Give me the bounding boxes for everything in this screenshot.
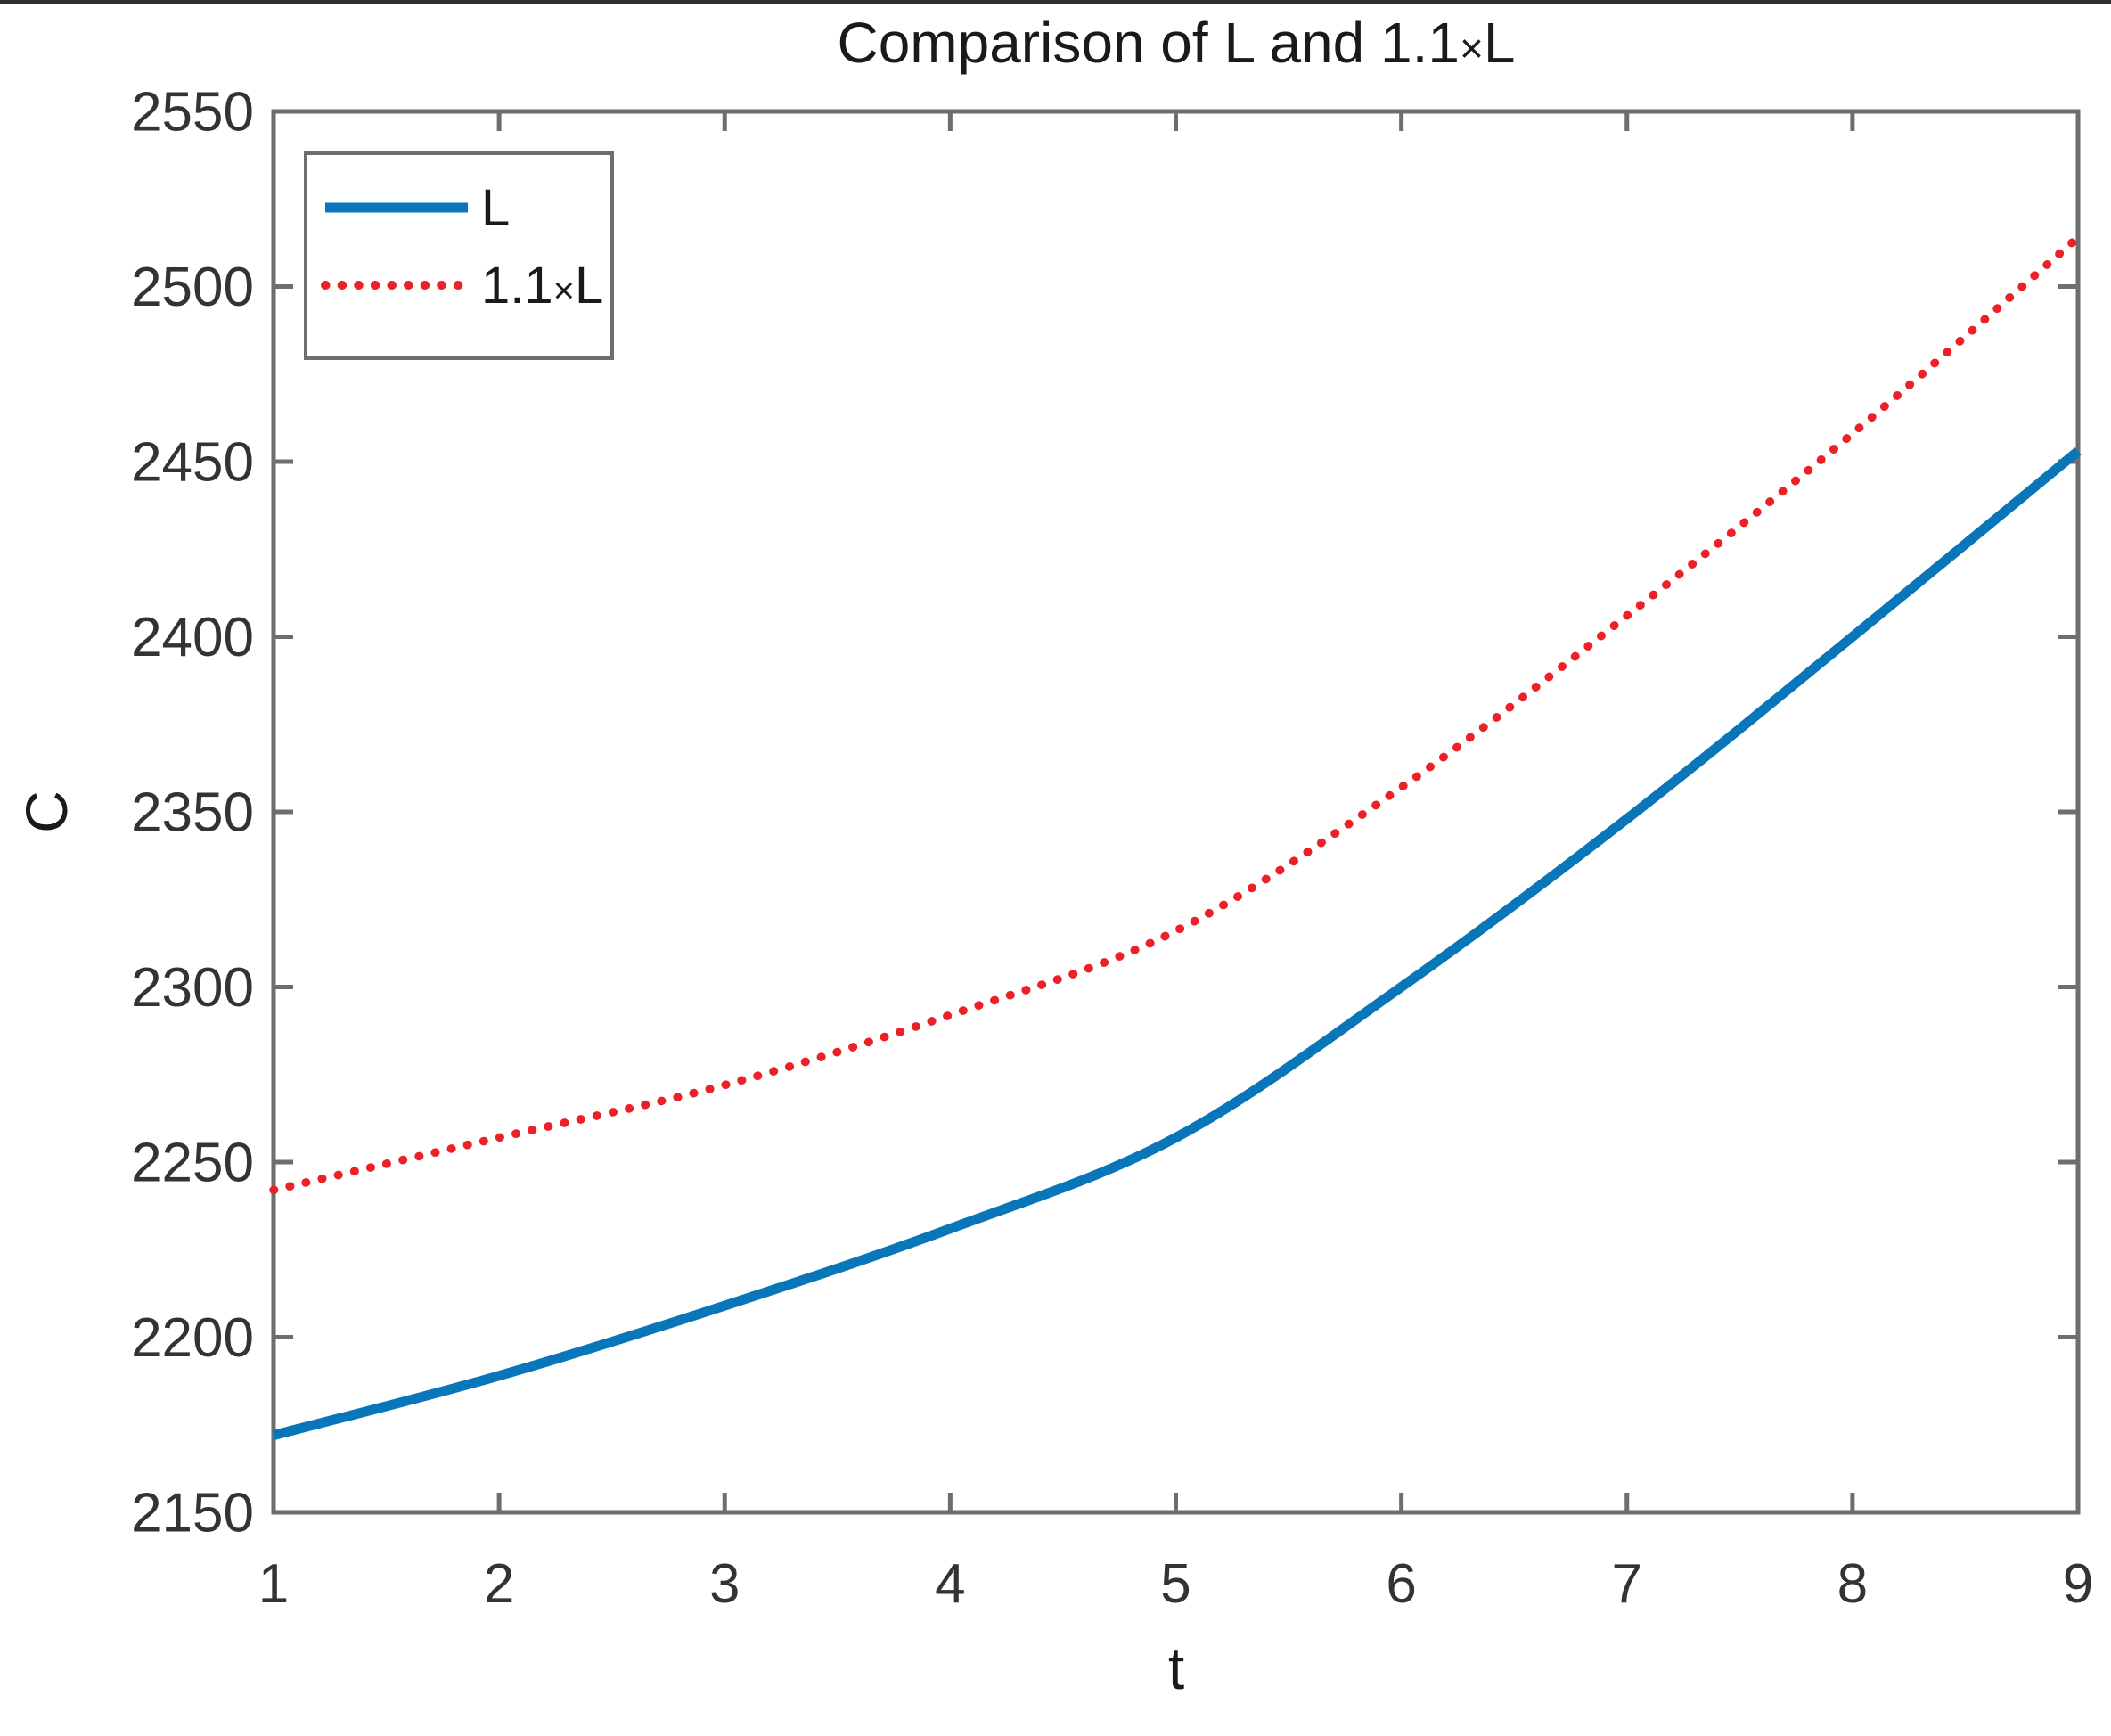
y-tick-label: 2500	[131, 257, 254, 318]
x-tick-label: 6	[1386, 1553, 1416, 1615]
x-tick-label: 7	[1612, 1553, 1642, 1615]
x-tick-label: 9	[2063, 1553, 2093, 1615]
legend-box	[304, 151, 614, 360]
series-curve-1-1xL	[269, 233, 2082, 1195]
x-tick-label: 1	[258, 1553, 289, 1615]
y-tick-label: 2300	[131, 957, 254, 1019]
y-axis-label: C	[13, 790, 79, 833]
y-tick-label: 2200	[131, 1307, 254, 1369]
x-tick-label: 2	[484, 1553, 514, 1615]
x-axis-label: t	[1168, 1635, 1184, 1701]
y-tick-label: 2400	[131, 607, 254, 668]
x-tick-label: 4	[935, 1553, 965, 1615]
x-tick-label: 5	[1160, 1553, 1191, 1615]
legend-label-1-1xL: 1.1×L	[481, 257, 603, 315]
chart-title: Comparison of L and 1.1×L	[837, 11, 1515, 75]
plot-area: 1 2 3 4 5 6 7 8 9 2150 2200 2250 2300 2350 2400 2450 250…	[131, 82, 2093, 1615]
legend: L 1.1×L	[304, 151, 614, 360]
y-tick-label: 2250	[131, 1133, 254, 1194]
top-border-line	[0, 0, 2111, 4]
x-tick-label: 8	[1837, 1553, 1868, 1615]
series-curve-L	[272, 446, 2082, 1440]
y-tick-label: 2450	[131, 432, 254, 494]
y-tick-label: 2350	[131, 782, 254, 844]
y-tick-label: 2550	[131, 82, 254, 143]
y-tick-label: 2150	[131, 1483, 254, 1544]
x-tick-label: 3	[709, 1553, 740, 1615]
legend-label-L: L	[481, 179, 510, 237]
